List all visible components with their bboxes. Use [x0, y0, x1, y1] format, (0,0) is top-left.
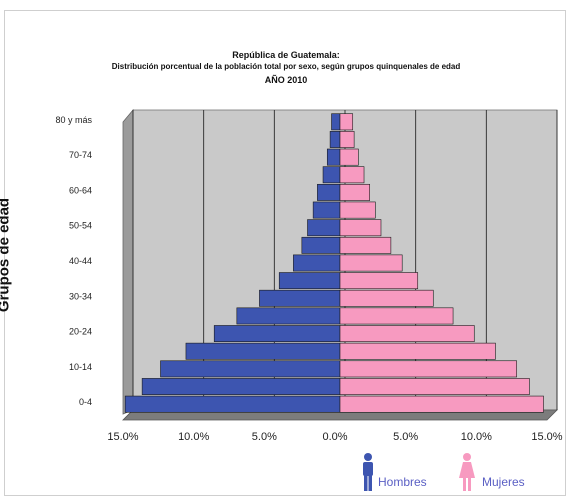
chart-subtitle: Distribución porcentual de la población …	[111, 62, 461, 71]
bar-mujeres	[339, 131, 355, 148]
bar-mujeres	[339, 201, 376, 219]
x-tick-label: 15.0%	[107, 431, 138, 443]
legend-label-mujeres: Mujeres	[482, 475, 525, 489]
y-tick-label: 50-54	[69, 221, 92, 231]
y-tick-label: 70-74	[69, 150, 92, 160]
y-tick-label: 10-14	[69, 362, 92, 372]
plot-side-wall	[122, 108, 134, 415]
x-tick-label: 10.0%	[461, 431, 492, 443]
bar-hombres	[326, 148, 341, 166]
bar-mujeres	[339, 166, 365, 184]
bar-hombres	[293, 254, 341, 272]
bar-mujeres	[339, 183, 370, 201]
bar-hombres	[160, 360, 341, 378]
chart-title: República de Guatemala:	[232, 50, 340, 60]
bar-hombres	[307, 219, 341, 237]
chart-legend: Hombres Mujeres	[360, 452, 560, 494]
x-tick-label: 5.0%	[252, 431, 277, 443]
bar-mujeres	[339, 360, 517, 378]
bar-hombres	[301, 236, 341, 254]
bar-mujeres	[339, 342, 496, 360]
bar-hombres	[331, 113, 341, 131]
bar-hombres	[259, 289, 341, 307]
y-tick-label: 0-4	[79, 397, 92, 407]
woman-icon	[459, 453, 475, 491]
x-tick-label: 0.0%	[322, 431, 347, 443]
bar-mujeres	[339, 325, 475, 343]
bar-mujeres	[339, 148, 359, 166]
y-tick-label: 80 y más	[55, 115, 92, 125]
bar-hombres	[236, 307, 341, 325]
y-tick-label: 40-44	[69, 256, 92, 266]
bar-hombres	[124, 395, 341, 413]
bar-mujeres	[339, 254, 403, 272]
legend-label-hombres: Hombres	[378, 475, 427, 489]
bar-mujeres	[339, 307, 454, 325]
bar-hombres	[322, 166, 341, 184]
bar-mujeres	[339, 272, 419, 290]
bar-hombres	[141, 378, 341, 395]
bar-mujeres	[339, 378, 530, 395]
bar-hombres	[312, 201, 341, 219]
bar-hombres	[213, 325, 341, 343]
y-tick-label: 60-64	[69, 185, 92, 195]
bar-mujeres	[339, 113, 354, 131]
bar-hombres	[329, 131, 341, 148]
y-tick-label: 20-24	[69, 327, 92, 337]
x-tick-label: 15.0%	[531, 431, 562, 443]
bar-hombres	[317, 183, 341, 201]
man-icon	[363, 453, 373, 491]
bar-mujeres	[339, 219, 382, 237]
bar-mujeres	[339, 395, 544, 413]
x-tick-label: 10.0%	[178, 431, 209, 443]
y-tick-label: 30-34	[69, 291, 92, 301]
bar-hombres	[278, 272, 341, 290]
x-tick-label: 5.0%	[393, 431, 418, 443]
chart-year-label: AÑO 2010	[264, 75, 308, 85]
bar-mujeres	[339, 289, 434, 307]
bar-hombres	[185, 342, 341, 360]
bar-mujeres	[339, 236, 392, 254]
